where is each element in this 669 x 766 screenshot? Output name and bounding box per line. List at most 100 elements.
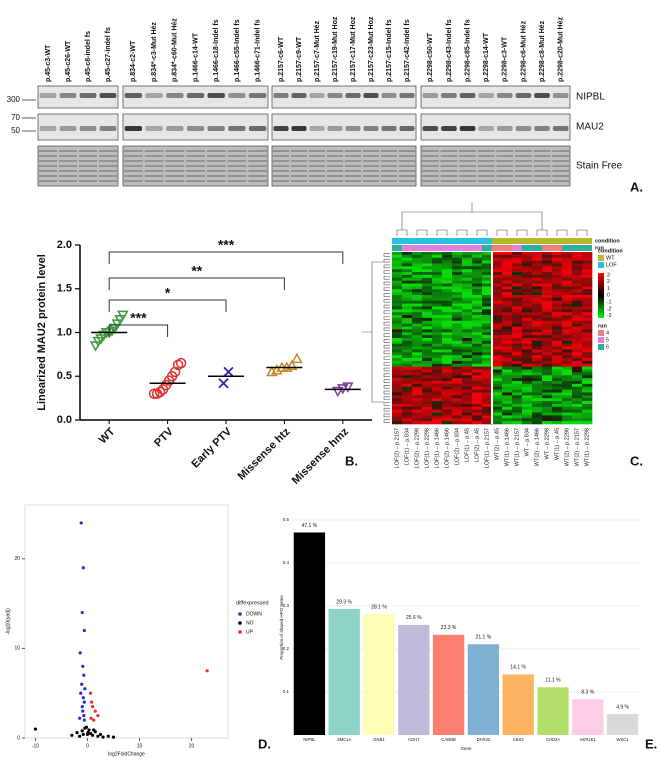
band xyxy=(186,93,205,98)
stain-band xyxy=(186,180,205,182)
heat-cell xyxy=(582,286,593,290)
heat-cell xyxy=(502,274,513,279)
heat-cell xyxy=(522,369,533,373)
lane-label: p.2298-c43-Indel fs xyxy=(446,19,453,82)
heat-cell xyxy=(482,363,493,367)
y-tick-label: 0.5 xyxy=(57,370,72,382)
heat-cell xyxy=(572,263,583,267)
heat-cell xyxy=(392,409,403,413)
stain-band xyxy=(477,160,495,162)
heat-cell xyxy=(422,254,433,259)
heat-cell xyxy=(392,260,403,264)
heat-cell xyxy=(422,320,433,324)
heat-cell xyxy=(452,323,463,327)
column-label: WT(2) – p.1466 xyxy=(534,428,540,466)
heat-cell xyxy=(392,366,403,370)
stain-band xyxy=(206,175,226,177)
stain-band xyxy=(398,160,416,162)
stain-band xyxy=(272,160,290,162)
lane-label: p.1466-c71-Indel fs xyxy=(254,19,261,82)
band xyxy=(496,126,513,131)
heat-cell xyxy=(562,332,573,336)
heat-cell xyxy=(492,355,503,359)
heat-cell xyxy=(522,335,533,339)
heat-cell xyxy=(492,266,503,270)
blot-strip xyxy=(37,85,119,109)
heat-cell xyxy=(492,389,503,393)
heat-cell xyxy=(522,398,533,402)
column-dendrogram xyxy=(396,202,588,236)
heat-cell xyxy=(492,369,503,373)
heat-cell xyxy=(392,323,403,327)
heat-cell xyxy=(562,326,573,330)
heat-cell xyxy=(562,315,573,319)
x-axis-label: log2FoldChange xyxy=(108,751,145,757)
band xyxy=(381,126,397,131)
heat-cell xyxy=(492,421,503,425)
heat-cell xyxy=(582,343,593,347)
heat-cell xyxy=(442,257,453,261)
stain-band xyxy=(272,150,290,152)
heat-cell xyxy=(462,381,473,385)
heat-cell xyxy=(402,272,413,276)
band xyxy=(534,126,550,131)
heat-cell xyxy=(572,309,583,313)
band xyxy=(399,93,415,98)
heat-cell xyxy=(552,295,563,299)
heat-cell xyxy=(542,306,553,310)
heat-cell xyxy=(542,381,553,385)
heat-cell xyxy=(542,320,553,324)
heat-cell xyxy=(572,392,583,396)
heat-cell xyxy=(542,378,553,382)
heat-cell xyxy=(422,338,433,342)
heat-cell xyxy=(542,360,553,365)
heat-cell xyxy=(462,389,473,393)
blot-strip xyxy=(122,113,269,141)
heat-cell xyxy=(472,403,483,408)
stain-band xyxy=(99,180,117,182)
heat-cell xyxy=(462,300,473,304)
heat-cell xyxy=(552,358,563,362)
heat-cell xyxy=(462,403,473,408)
heat-cell xyxy=(532,315,543,319)
stain-band xyxy=(165,180,185,182)
heat-cell xyxy=(562,272,573,276)
stain-band xyxy=(326,165,344,167)
legend-label: 5 xyxy=(606,337,609,343)
run-cell xyxy=(562,245,572,251)
band xyxy=(39,93,57,98)
heat-cell xyxy=(442,389,453,393)
heat-cell xyxy=(452,326,463,330)
heat-cell xyxy=(412,358,423,362)
data-point xyxy=(89,716,93,720)
stain-band xyxy=(477,155,495,157)
x-tick-label: GNB1 xyxy=(373,737,385,742)
heat-cell xyxy=(492,415,503,419)
value-label: 23.3 % xyxy=(441,625,457,631)
heat-cell xyxy=(432,360,443,365)
heat-cell xyxy=(542,329,553,333)
data-point xyxy=(78,734,82,738)
heat-cell xyxy=(482,306,493,310)
heat-cell xyxy=(522,403,533,408)
heat-cell xyxy=(542,260,553,264)
band xyxy=(166,93,184,98)
heat-cell xyxy=(492,260,503,264)
heat-cell xyxy=(442,386,453,390)
data-point xyxy=(86,731,90,735)
stain-band xyxy=(186,165,205,167)
heat-cell xyxy=(542,418,553,422)
lane-label: p.45-c26-WT xyxy=(65,40,72,82)
heat-cell xyxy=(572,317,583,322)
column-label: WT – p.2298 xyxy=(544,428,550,459)
y-tick-label: 2.0 xyxy=(57,239,72,251)
heat-cell xyxy=(442,260,453,264)
heat-cell xyxy=(552,418,563,422)
band xyxy=(186,126,205,131)
stain-band xyxy=(308,155,326,157)
heat-cell xyxy=(472,277,483,281)
band xyxy=(309,93,325,98)
heat-cell xyxy=(452,283,463,287)
stain-band xyxy=(533,175,551,177)
heat-cell xyxy=(482,263,493,267)
